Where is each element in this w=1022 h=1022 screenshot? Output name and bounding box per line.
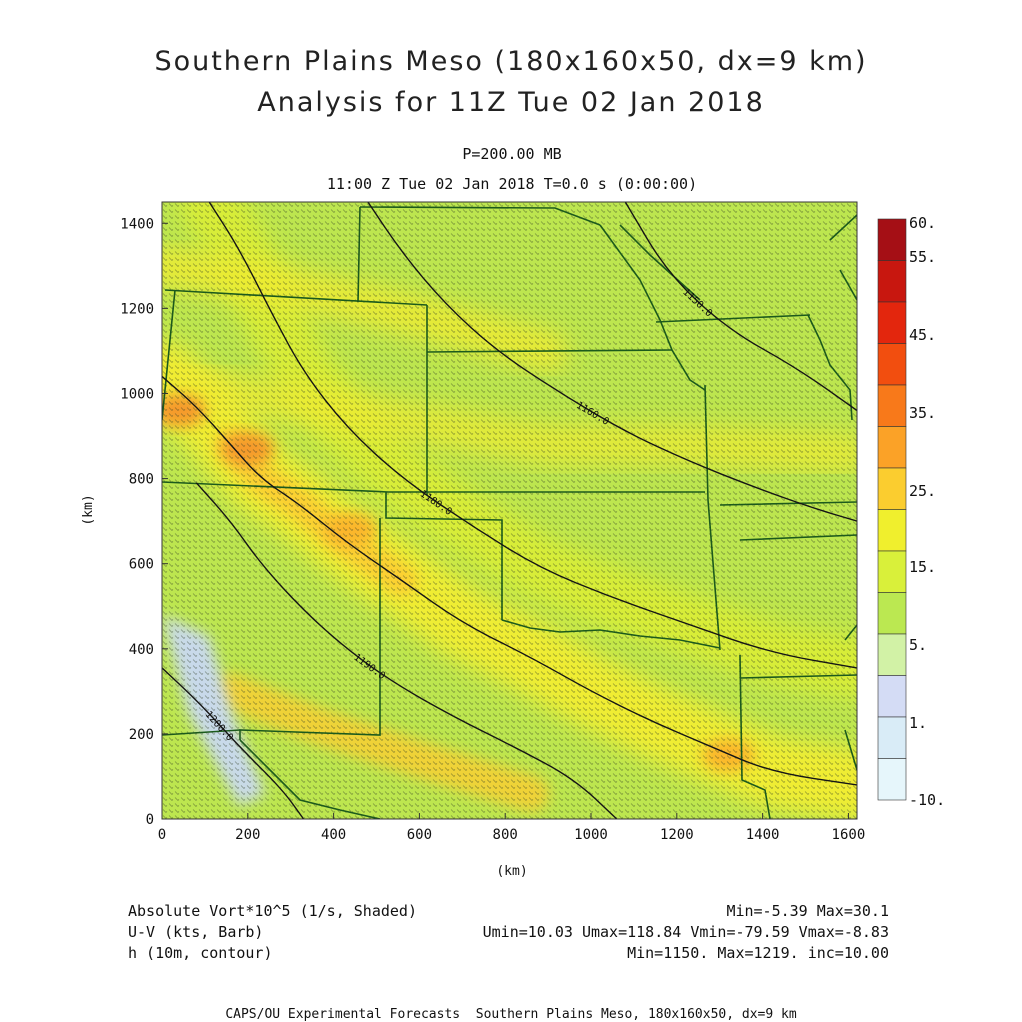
colorbar-swatch-12 <box>877 716 907 759</box>
contour-1190.0-1 <box>195 482 618 819</box>
credit-line: CAPS/OU Experimental Forecasts Southern … <box>225 1007 797 1022</box>
colorbar-label-5: 15. <box>909 558 936 576</box>
plot-frame <box>161 201 858 820</box>
field-contour-label: h (10m, contour) <box>128 944 273 962</box>
y-tick-label-1: 200 <box>129 727 154 743</box>
x-tick-label-6: 1200 <box>660 827 694 843</box>
y-tick-label-0: 0 <box>146 812 154 828</box>
colorbar-swatch-6 <box>877 467 907 510</box>
y-tick-label-4: 800 <box>129 472 154 488</box>
chart-title-analysis-time: Analysis for 11Z Tue 02 Jan 2018 <box>257 87 765 118</box>
boundary-new-mexico-east <box>239 518 381 740</box>
boundary-arkansas-west <box>704 384 721 651</box>
x-tick-label-5: 1000 <box>574 827 608 843</box>
contour-1160.0-3 <box>367 202 857 522</box>
colorbar-swatch-0 <box>877 218 907 261</box>
x-tick-label-1: 200 <box>235 827 260 843</box>
pressure-level-text: P=200.00 MB <box>462 145 562 163</box>
colorbar-label-3: 35. <box>909 404 936 422</box>
field-barb-label: U-V (kts, Barb) <box>128 923 264 941</box>
y-tick-label-6: 1200 <box>120 301 154 317</box>
boundary-panhandle <box>385 492 503 620</box>
boundary-nebraska-west <box>357 206 361 303</box>
height-contours <box>162 202 857 819</box>
field-contour-stats: Min=1150. Max=1219. inc=10.00 <box>627 944 889 962</box>
chart-title: Southern Plains Meso (180x160x50, dx=9 k… <box>154 46 868 77</box>
wind-barbs <box>162 202 857 819</box>
colorbar-label-1: 55. <box>909 248 936 266</box>
boundary-texas-east <box>739 654 771 819</box>
valid-time-text: 11:00 Z Tue 02 Jan 2018 T=0.0 s (0:00:00… <box>326 175 698 193</box>
colorbar-swatch-11 <box>877 675 907 718</box>
colorbar-swatch-3 <box>877 343 907 386</box>
colorbar-swatch-10 <box>877 633 907 676</box>
boundary-red-river <box>501 619 721 649</box>
contour-1200.0-2 <box>162 667 305 819</box>
colorbar-swatch-5 <box>877 426 907 469</box>
y-tick-label-2: 400 <box>129 642 154 658</box>
boundary-colorado-west <box>162 289 176 421</box>
boundary-iowa-south <box>655 314 811 323</box>
x-tick-label-8: 1600 <box>832 827 866 843</box>
boundary-nebraska-north <box>359 206 601 226</box>
x-tick-label-7: 1400 <box>746 827 780 843</box>
colorbar-swatch-9 <box>877 592 907 635</box>
boundary-oklahoma-north <box>162 481 705 493</box>
boundary-tennessee <box>719 501 857 541</box>
colorbar-label-7: 1. <box>909 714 927 732</box>
y-tick-label-7: 1400 <box>120 216 154 232</box>
field-shaded-label: Absolute Vort*10^5 (1/s, Shaded) <box>128 902 417 920</box>
boundary-kansas-north <box>426 349 673 353</box>
colorbar-swatch-4 <box>877 384 907 427</box>
colorbar-swatch-7 <box>877 509 907 552</box>
boundary-rio-grande <box>239 739 381 819</box>
x-axis-label: (km) <box>496 864 527 879</box>
colorbar-swatch-2 <box>877 301 907 344</box>
x-tick-label-4: 800 <box>493 827 518 843</box>
boundary-arkansas-south <box>739 674 857 679</box>
boundary-new-mexico-south <box>162 729 241 736</box>
field-shaded-stats: Min=-5.39 Max=30.1 <box>726 902 889 920</box>
x-tick-label-2: 400 <box>321 827 346 843</box>
boundary-colorado-north <box>164 289 428 306</box>
colorbar-label-0: 60. <box>909 214 936 232</box>
contour-unlabeled-5 <box>162 375 857 786</box>
y-axis-label: (km) <box>81 494 96 525</box>
y-tick-label-5: 1000 <box>120 386 154 402</box>
contour-1150.0-4 <box>624 202 857 412</box>
colorbar-swatch-13 <box>877 758 907 801</box>
y-tick-label-3: 600 <box>129 557 154 573</box>
boundary-missouri-river <box>599 224 706 391</box>
colorbar-label-6: 5. <box>909 636 927 654</box>
x-tick-label-0: 0 <box>158 827 166 843</box>
colorbar-swatch-1 <box>877 260 907 303</box>
colorbar-label-8: -10. <box>909 791 945 809</box>
pressure-level-label: P=200.00 MB <box>0 147 1022 162</box>
boundary-upper-rivers <box>619 214 857 301</box>
contour-1180.0-0 <box>208 202 857 669</box>
colorbar: 60. 55. 45. 35. 25. 15. 5. 1. -10. <box>877 214 945 809</box>
colorbar-swatch-8 <box>877 550 907 593</box>
boundary-mississippi-river <box>807 314 853 421</box>
x-tick-label-3: 600 <box>407 827 432 843</box>
valid-time-label: 11:00 Z Tue 02 Jan 2018 T=0.0 s (0:00:00… <box>0 177 1022 192</box>
field-barb-stats: Umin=10.03 Umax=118.84 Vmin=-79.59 Vmax=… <box>482 923 889 941</box>
boundary-louisiana <box>844 624 857 771</box>
state-boundaries <box>162 206 857 819</box>
colorbar-label-4: 25. <box>909 482 936 500</box>
colorbar-label-2: 45. <box>909 326 936 344</box>
axes: 0 200 400 600 800 1000 1200 1400 1600 0 200 400 600 8… <box>120 216 865 843</box>
